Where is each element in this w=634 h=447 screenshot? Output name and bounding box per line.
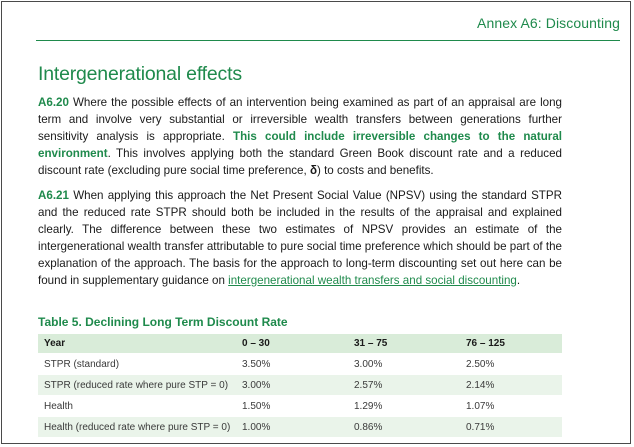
table-cell: 3.00%	[348, 353, 460, 375]
table-header-row: Year 0 – 30 31 – 75 76 – 125	[38, 334, 562, 354]
table-cell: 1.00%	[236, 416, 348, 437]
annex-header: Annex A6: Discounting	[477, 15, 620, 31]
table-row: Health (reduced rate where pure STP = 0)…	[38, 416, 562, 437]
header-31-75: 31 – 75	[348, 334, 460, 354]
paragraph-number: A6.21	[38, 189, 69, 202]
paragraph-text: . This involves applying both the standa…	[38, 146, 562, 177]
guidance-link[interactable]: intergenerational wealth transfers and s…	[228, 273, 517, 287]
table-row: Health 1.50% 1.29% 1.07%	[38, 395, 562, 417]
paragraph-text: .	[516, 273, 521, 287]
table-cell: 2.14%	[460, 374, 562, 396]
header-rule	[36, 40, 620, 41]
discount-rate-table: Year 0 – 30 31 – 75 76 – 125 STPR (stand…	[38, 334, 562, 437]
table-row: STPR (standard) 3.50% 3.00% 2.50%	[38, 353, 562, 375]
table-cell: 2.57%	[348, 374, 460, 396]
table-cell: 3.50%	[236, 353, 348, 375]
row-label: STPR (standard)	[38, 353, 236, 375]
table-cell: 0.86%	[348, 416, 460, 437]
section-title: Intergenerational effects	[38, 63, 242, 85]
paragraph-text: Where the possible effects of an interve…	[38, 96, 562, 143]
table-cell: 1.50%	[236, 395, 348, 417]
row-label: Health	[38, 395, 236, 417]
row-label: Health (reduced rate where pure STP = 0)	[38, 416, 236, 437]
table-cell: 0.71%	[460, 416, 562, 437]
table-cell: 2.50%	[460, 353, 562, 375]
header-year: Year	[38, 334, 236, 354]
row-label: STPR (reduced rate where pure STP = 0)	[38, 374, 236, 396]
paragraph-text: ) to costs and benefits.	[316, 163, 434, 177]
table-cell: 1.29%	[348, 395, 460, 417]
table-row: STPR (reduced rate where pure STP = 0) 3…	[38, 374, 562, 396]
paragraph-a6-20: A6.20 Where the possible effects of an i…	[38, 95, 562, 180]
paragraph-number: A6.20	[38, 96, 69, 109]
paragraph-a6-21: A6.21 When applying this approach the Ne…	[38, 188, 562, 289]
delta-symbol: δ	[309, 163, 317, 177]
paragraph-text: When applying this approach the Net Pres…	[38, 189, 562, 287]
table-title: Table 5. Declining Long Term Discount Ra…	[38, 315, 288, 329]
table-cell: 1.07%	[460, 395, 562, 417]
highlighted-text: This could include irreversible changes …	[38, 129, 562, 160]
header-0-30: 0 – 30	[236, 334, 348, 354]
header-76-125: 76 – 125	[460, 334, 562, 354]
table-cell: 3.00%	[236, 374, 348, 396]
